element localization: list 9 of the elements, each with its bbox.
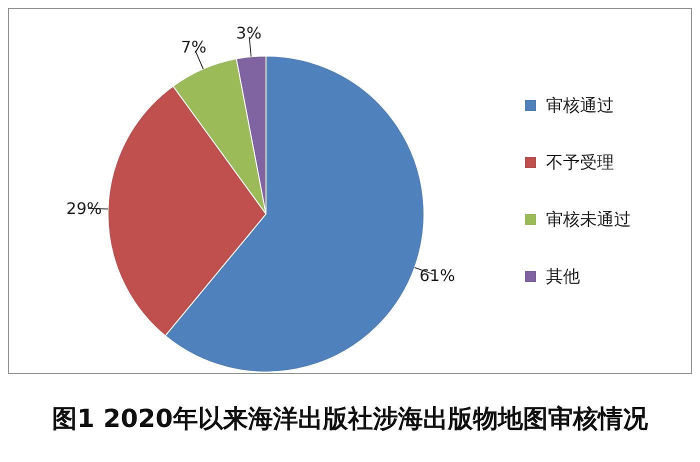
legend-label: 审核通过 — [546, 95, 614, 117]
data-label: 29% — [66, 198, 102, 218]
data-label: 7% — [181, 37, 206, 56]
data-label: 3% — [236, 23, 262, 42]
data-label: 61% — [419, 266, 456, 286]
text: 图1 2020年以来海洋出版社涉海出版物地图审核情况 — [51, 403, 649, 435]
legend-label: 不予受理 — [546, 152, 614, 174]
legend-label: 审核未通过 — [546, 209, 631, 231]
legend-label: 其他 — [546, 266, 580, 288]
